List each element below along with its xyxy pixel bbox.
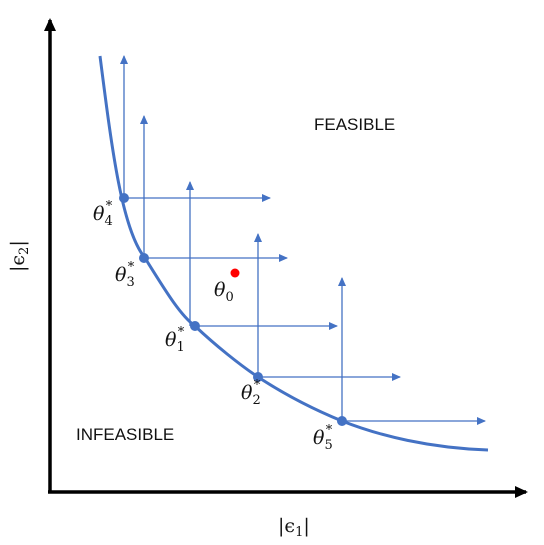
pareto-point-theta3 [139, 253, 149, 263]
pareto-point-theta1 [190, 321, 200, 331]
label-theta5: θ5* [313, 423, 333, 453]
pareto-curve [100, 56, 488, 450]
label-theta3: θ3* [115, 260, 135, 290]
y-axis-label: |ϵ2| [7, 240, 32, 272]
label-theta4: θ4* [93, 199, 113, 229]
infeasible-label: INFEASIBLE [76, 425, 174, 444]
label-theta0: θ0 [214, 279, 234, 305]
label-theta1: θ1* [165, 325, 185, 355]
initial-point-theta0 [231, 269, 240, 278]
pareto-point-theta4 [119, 193, 129, 203]
x-axis-label: |ϵ1| [278, 515, 310, 540]
feasible-label: FEASIBLE [314, 115, 395, 134]
label-theta2: θ2* [241, 378, 261, 408]
pareto-point-theta5 [337, 416, 347, 426]
